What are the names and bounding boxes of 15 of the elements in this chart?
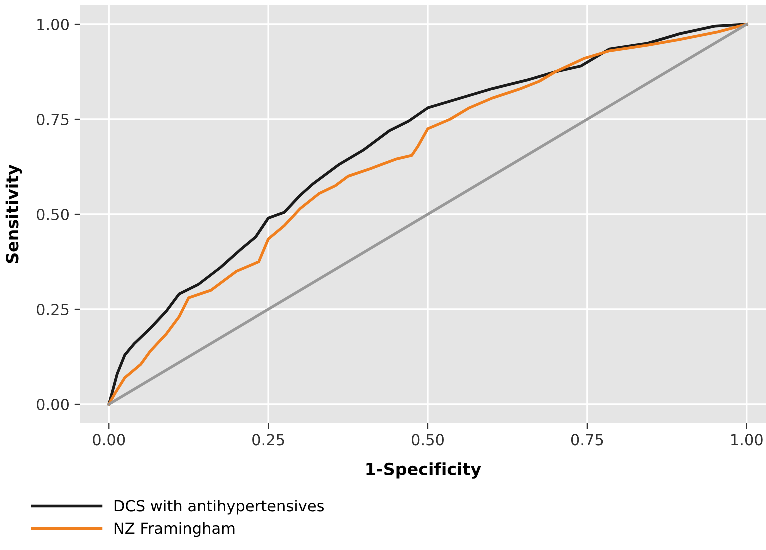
legend-label: NZ Framingham — [114, 522, 235, 538]
y-tick-label: 0.25 — [37, 304, 69, 316]
y-tick-label: 0.75 — [37, 114, 69, 126]
y-tick-label: 0.50 — [37, 208, 69, 221]
x-tick-label: 0.00 — [93, 434, 126, 446]
x-tick-label: 0.50 — [412, 434, 444, 446]
y-axis-title: Sensitivity — [6, 164, 22, 264]
legend-label: DCS with antihypertensives — [114, 500, 324, 515]
x-axis-title: 1-Specificity — [366, 462, 482, 479]
x-tick-label: 0.25 — [252, 434, 284, 446]
y-tick-label: 0.00 — [37, 398, 69, 411]
x-tick-label: 0.75 — [571, 434, 604, 446]
x-tick-label: 1.00 — [732, 434, 763, 446]
line-series — [108, 23, 748, 406]
y-tick-label: 1.00 — [38, 18, 69, 31]
